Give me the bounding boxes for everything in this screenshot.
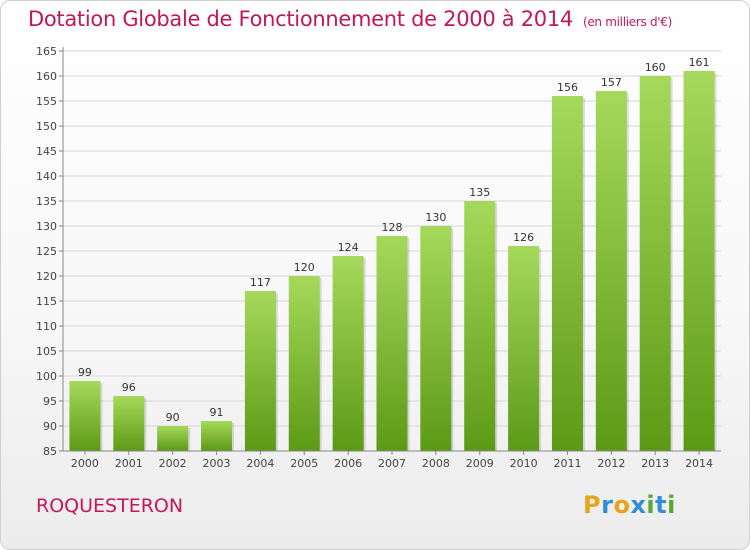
x-tick-label: 2003: [203, 457, 231, 470]
x-tick-label: 2006: [334, 457, 362, 470]
data-label: 126: [513, 231, 534, 244]
x-tick-label: 2002: [159, 457, 187, 470]
y-tick-label: 125: [36, 245, 57, 258]
bar: [244, 291, 276, 451]
y-tick-label: 155: [36, 95, 57, 108]
data-label: 160: [645, 61, 666, 74]
x-tick-label: 2007: [378, 457, 406, 470]
y-tick-label: 95: [43, 395, 57, 408]
y-tick-label: 160: [36, 70, 57, 83]
y-tick-label: 85: [43, 445, 57, 458]
x-tick-label: 2012: [597, 457, 625, 470]
bar: [595, 91, 627, 451]
data-label: 130: [425, 211, 446, 224]
bars: 99 96 90 91 117 120 124 128 130 135 126 156 157 160 16…: [69, 56, 717, 451]
data-label: 99: [78, 366, 92, 379]
bar: [420, 226, 452, 451]
bar: [376, 236, 408, 451]
y-tick-label: 145: [36, 145, 57, 158]
logo-letter: x: [630, 491, 647, 519]
data-label: 161: [689, 56, 710, 69]
y-tick-label: 150: [36, 120, 57, 133]
bar: [464, 201, 496, 451]
bar: [157, 426, 189, 451]
data-label: 91: [210, 406, 224, 419]
y-tick-label: 105: [36, 345, 57, 358]
axes: 85 90 95 100 105 110 115 120 125 130 135 140 145 150 1…: [36, 45, 721, 470]
y-tick-label: 135: [36, 195, 57, 208]
x-tick-label: 2010: [510, 457, 538, 470]
logo-letter: P: [583, 491, 602, 519]
chart-subtitle: (en milliers d'€): [582, 15, 672, 29]
y-tick-label: 115: [36, 295, 57, 308]
data-label: 156: [557, 81, 578, 94]
data-label: 90: [166, 411, 180, 424]
data-label: 135: [469, 186, 490, 199]
place-name: ROQUESTERON: [36, 495, 184, 517]
data-label: 157: [601, 76, 622, 89]
x-tick-label: 2009: [466, 457, 494, 470]
bar: [288, 276, 320, 451]
proxiti-logo: Proxiti: [583, 491, 676, 519]
logo-letter: r: [601, 491, 614, 519]
logo-letter: o: [613, 491, 631, 519]
logo-letter: i: [646, 491, 656, 519]
bar: [639, 76, 671, 451]
bar: [201, 421, 233, 451]
x-tick-label: 2013: [641, 457, 669, 470]
x-tick-label: 2000: [71, 457, 99, 470]
x-tick-label: 2005: [290, 457, 318, 470]
bar: [683, 71, 715, 451]
data-label: 117: [250, 276, 271, 289]
y-tick-label: 110: [36, 320, 57, 333]
y-tick-label: 140: [36, 170, 57, 183]
data-label: 120: [294, 261, 315, 274]
title-text: Dotation Globale de Fonctionnement de 20…: [28, 7, 573, 31]
x-tick-label: 2004: [246, 457, 274, 470]
bar: [113, 396, 145, 451]
y-tick-label: 130: [36, 220, 57, 233]
y-tick-label: 165: [36, 45, 57, 58]
x-tick-label: 2008: [422, 457, 450, 470]
bar: [332, 256, 364, 451]
x-tick-label: 2001: [115, 457, 143, 470]
chart-title: Dotation Globale de Fonctionnement de 20…: [28, 7, 672, 31]
y-tick-label: 100: [36, 370, 57, 383]
bar: [551, 96, 583, 451]
logo-letter: i: [667, 491, 676, 519]
y-tick-label: 90: [43, 420, 57, 433]
x-tick-label: 2014: [685, 457, 713, 470]
data-label: 124: [338, 241, 359, 254]
data-label: 128: [382, 221, 403, 234]
bar: [69, 381, 101, 451]
x-tick-label: 2011: [553, 457, 581, 470]
bar: [508, 246, 540, 451]
data-label: 96: [122, 381, 136, 394]
y-tick-label: 120: [36, 270, 57, 283]
logo-letter: t: [655, 491, 668, 519]
